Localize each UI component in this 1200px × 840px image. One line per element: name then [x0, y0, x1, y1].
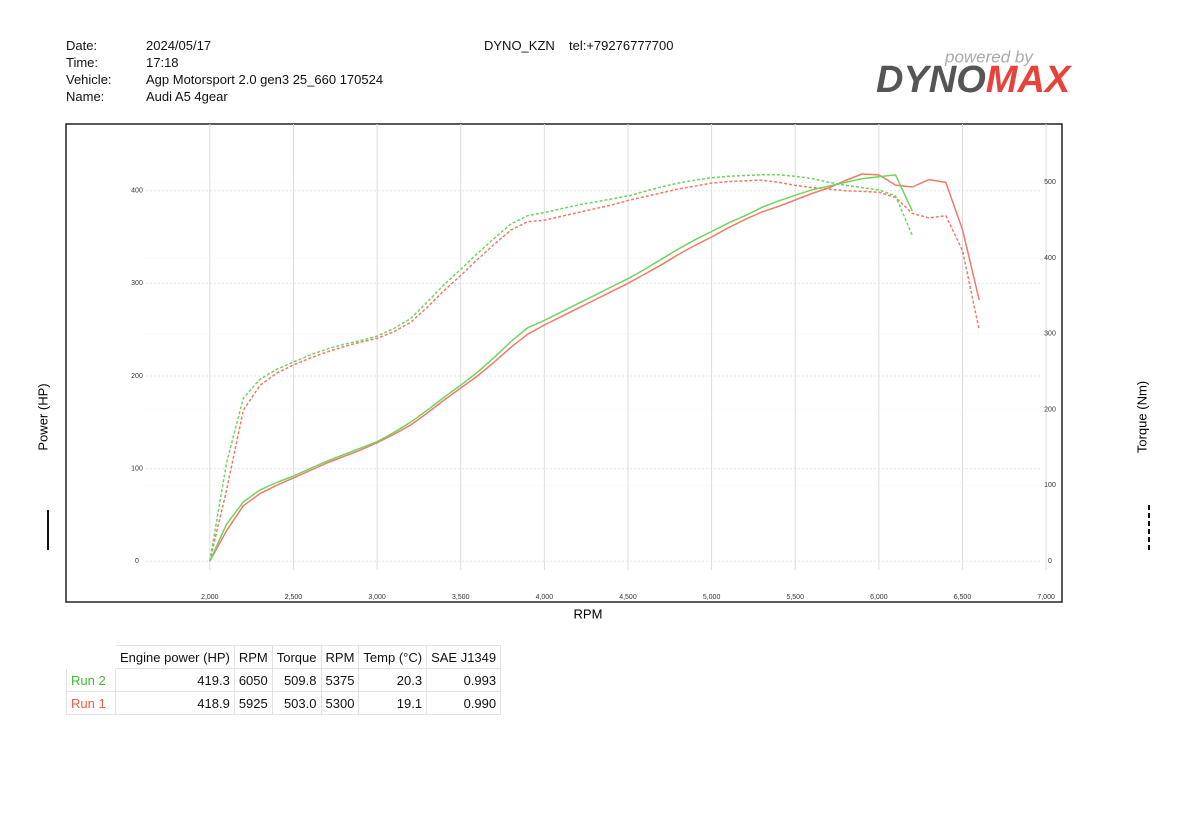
table-cell: 503.0 [271, 691, 322, 715]
table-cell: 5925 [233, 691, 273, 715]
table-cell: 0.990 [426, 691, 502, 715]
y-tick-label: 400 [131, 188, 143, 195]
table-row: Engine power (HP) RPM Torque RPM Temp (°C) SA… [67, 645, 502, 669]
x-tick-label: 4,000 [536, 594, 554, 601]
y2-axis-label: Torque (Nm) [1134, 381, 1149, 453]
table-row: Run 2 419.3 6050 509.8 5375 20.3 0.993 [66, 668, 502, 692]
x-tick-label: 6,500 [954, 594, 972, 601]
table-row: Run 1 418.9 5925 503.0 5300 19.1 0.990 [66, 691, 502, 715]
table-cell: Torque [271, 645, 322, 669]
x-axis-label: RPM [574, 606, 603, 621]
table-cell: Temp (°C) [358, 645, 428, 669]
x-tick-label: 2,500 [285, 594, 303, 601]
info-value: Agp Motorsport 2.0 gen3 25_660 170524 [146, 72, 384, 87]
y-tick-label: 0 [135, 558, 139, 565]
x-tick-label: 3,500 [452, 594, 470, 601]
info-label: Vehicle: [66, 72, 112, 87]
logo-a: DYNO [876, 59, 986, 101]
torque-line [209, 179, 980, 562]
x-tick-label: 2,000 [201, 594, 219, 601]
y2-tick-label: 500 [1044, 179, 1056, 186]
table-cell: Run 2 [66, 668, 116, 692]
y2-tick-label: 200 [1044, 406, 1056, 413]
y-tick-label: 200 [131, 373, 143, 380]
table-cell [67, 646, 116, 669]
power-line [209, 174, 913, 562]
info-value: Audi A5 4gear [146, 89, 228, 104]
table-cell: 20.3 [358, 668, 428, 692]
info-label: Time: [66, 55, 99, 70]
table-cell: Engine power (HP) [115, 645, 235, 669]
plot-frame [65, 123, 1063, 603]
chart: RPM Power (HP) Torque (Nm) powered by DY… [35, 47, 1150, 621]
table-cell: 418.9 [115, 691, 235, 715]
x-tick-label: 7,000 [1037, 594, 1055, 601]
logo: DYNOMAX [876, 59, 1073, 101]
info-label: Name: [66, 89, 105, 104]
table-cell: 6050 [233, 668, 273, 692]
table-cell: RPM [320, 645, 360, 669]
y2-tick-label: 400 [1044, 255, 1056, 262]
x-tick-label: 5,500 [786, 594, 804, 601]
y2-tick-label: 100 [1044, 482, 1056, 489]
table-cell: 509.8 [271, 668, 322, 692]
table-cell: Run 1 [66, 691, 116, 715]
info-value: 17:18 [146, 55, 179, 70]
x-tick-label: 6,000 [870, 594, 888, 601]
logo-top: powered by [944, 47, 1034, 66]
info-value: 2024/05/17 [146, 38, 212, 53]
shop-name: DYNO_KZN [484, 38, 555, 53]
info-label: Date: [66, 38, 98, 53]
y2-tick-label: 0 [1048, 558, 1052, 565]
table-cell: 19.1 [358, 691, 428, 715]
y2-tick-label: 300 [1044, 331, 1056, 338]
x-tick-label: 3,000 [368, 594, 386, 601]
table-cell: 5300 [320, 691, 360, 715]
logo-b: MAX [986, 59, 1073, 101]
power-line [209, 173, 980, 562]
x-tick-label: 4,500 [619, 594, 637, 601]
y-axis-label: Power (HP) [35, 383, 50, 450]
table-cell: SAE J1349 [426, 645, 502, 669]
table-cell: 0.993 [426, 668, 502, 692]
table-cell: 419.3 [115, 668, 235, 692]
table-cell: RPM [233, 645, 273, 669]
y-tick-label: 100 [131, 465, 143, 472]
results-table: Engine power (HP) RPM Torque RPM Temp (°C) SA… [66, 645, 502, 715]
shop-phone: tel:+79276777700 [569, 38, 674, 53]
table-cell: 5375 [320, 668, 360, 692]
torque-line [209, 174, 913, 562]
x-tick-label: 5,000 [703, 594, 721, 601]
y-tick-label: 300 [131, 280, 143, 287]
